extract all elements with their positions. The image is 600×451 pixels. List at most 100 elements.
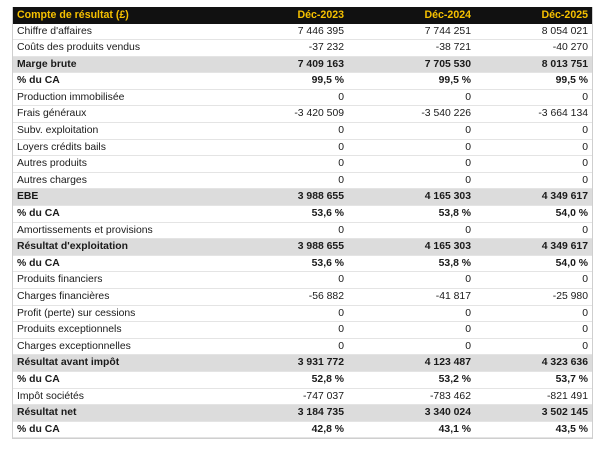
table-row: % du CA 52,8 % 53,2 % 53,7 %	[13, 371, 592, 389]
header-title: Compte de résultat (£)	[17, 9, 129, 21]
table-row: % du CA 42,8 % 43,1 % 43,5 %	[13, 421, 592, 438]
row-label: Profit (perte) sur cessions	[17, 307, 136, 319]
row-value-2025: 0	[582, 125, 588, 137]
income-statement-table: Compte de résultat (£) Déc-2023 Déc-2024…	[13, 7, 592, 438]
table-row: Produits financiers 0 0 0	[13, 272, 592, 289]
row-value-2025: 99,5 %	[555, 75, 588, 87]
row-value-2023: 53,6 %	[311, 208, 344, 220]
row-value-2025: 53,7 %	[555, 373, 588, 385]
table-row: % du CA 53,6 % 53,8 % 54,0 %	[13, 206, 592, 223]
row-value-2023: 42,8 %	[311, 423, 344, 435]
row-label: Production immobilisée	[17, 91, 125, 103]
table-row: Résultat d'exploitation 3 988 655 4 165 30…	[13, 238, 592, 256]
table-row: Coûts des produits vendus -37 232 -38 721 -…	[13, 40, 592, 57]
row-value-2023: 53,6 %	[311, 257, 344, 269]
row-value-2024: 0	[465, 324, 471, 336]
row-value-2023: 52,8 %	[311, 373, 344, 385]
header-year-2024: Déc-2024	[424, 9, 471, 21]
table-row: Frais généraux -3 420 509 -3 540 226 -3 664…	[13, 106, 592, 123]
row-value-2023: -37 232	[308, 42, 344, 54]
header-year-2023: Déc-2023	[297, 9, 344, 21]
row-value-2024: 0	[465, 340, 471, 352]
row-label: Charges financières	[17, 291, 110, 302]
row-value-2023: 0	[338, 174, 344, 186]
row-value-2024: -41 817	[435, 291, 471, 302]
row-value-2024: 53,2 %	[438, 373, 471, 385]
row-label: Amortissements et provisions	[17, 224, 153, 236]
row-label: Frais généraux	[17, 108, 87, 120]
row-value-2024: -783 462	[429, 390, 471, 402]
table-row: Résultat avant impôt 3 931 772 4 123 487 4 …	[13, 354, 592, 372]
row-value-2024: 0	[465, 141, 471, 153]
row-value-2023: 7 409 163	[297, 58, 344, 70]
row-value-2024: 3 340 024	[424, 407, 471, 419]
row-value-2024: 0	[465, 125, 471, 137]
row-value-2023: 3 988 655	[297, 191, 344, 203]
row-value-2025: -25 980	[552, 291, 588, 302]
row-label: Chiffre d'affaires	[17, 25, 92, 37]
row-label: EBE	[17, 191, 39, 203]
table-row: EBE 3 988 655 4 165 303 4 349 617	[13, 188, 592, 206]
row-value-2025: 3 502 145	[541, 407, 588, 419]
row-value-2023: 0	[338, 224, 344, 236]
row-label: % du CA	[17, 208, 60, 220]
row-label: Résultat avant impôt	[17, 357, 120, 369]
table-row: Subv. exploitation 0 0 0	[13, 123, 592, 140]
row-value-2025: 4 349 617	[541, 191, 588, 203]
row-value-2024: 4 123 487	[424, 357, 471, 369]
header-year-2025: Déc-2025	[541, 9, 588, 21]
row-label: % du CA	[17, 75, 60, 87]
row-value-2024: 0	[465, 91, 471, 103]
table-row: Charges financières -56 882 -41 817 -25 980	[13, 289, 592, 306]
row-value-2024: 7 744 251	[424, 25, 471, 37]
row-value-2024: 0	[465, 158, 471, 170]
row-value-2023: 0	[338, 91, 344, 103]
table-row: Amortissements et provisions 0 0 0	[13, 222, 592, 239]
table-body: Chiffre d'affaires 7 446 395 7 744 251 8 05…	[13, 24, 592, 438]
row-value-2025: 0	[582, 158, 588, 170]
table-row: Chiffre d'affaires 7 446 395 7 744 251 8 05…	[13, 24, 592, 40]
row-value-2025: 8 054 021	[541, 25, 588, 37]
row-value-2025: -821 491	[546, 390, 588, 402]
row-value-2023: -56 882	[308, 291, 344, 302]
row-value-2025: 54,0 %	[555, 208, 588, 220]
table-row: Impôt sociétés -747 037 -783 462 -821 491	[13, 388, 592, 405]
row-value-2025: -3 664 134	[538, 108, 588, 120]
row-label: Produits financiers	[17, 274, 103, 286]
row-value-2024: -3 540 226	[421, 108, 471, 120]
row-value-2023: 0	[338, 141, 344, 153]
row-value-2025: 4 349 617	[541, 241, 588, 253]
row-value-2025: 54,0 %	[555, 257, 588, 269]
row-label: % du CA	[17, 373, 60, 385]
row-value-2025: -40 270	[552, 42, 588, 54]
row-value-2025: 0	[582, 141, 588, 153]
row-label: % du CA	[17, 257, 60, 269]
table-row: Autres produits 0 0 0	[13, 156, 592, 173]
row-value-2024: 0	[465, 274, 471, 286]
row-label: % du CA	[17, 423, 60, 435]
table-row: Résultat net 3 184 735 3 340 024 3 502 145	[13, 404, 592, 422]
row-label: Charges exceptionnelles	[17, 340, 131, 352]
row-value-2025: 0	[582, 307, 588, 319]
table-row: Loyers crédits bails 0 0 0	[13, 139, 592, 156]
table-row: % du CA 99,5 % 99,5 % 99,5 %	[13, 73, 592, 90]
row-value-2023: 0	[338, 158, 344, 170]
row-label: Autres charges	[17, 174, 87, 186]
row-value-2024: 53,8 %	[438, 208, 471, 220]
row-value-2025: 43,5 %	[555, 423, 588, 435]
row-value-2025: 4 323 636	[541, 357, 588, 369]
row-value-2024: 0	[465, 174, 471, 186]
income-statement: Compte de résultat (£) Déc-2023 Déc-2024…	[12, 7, 593, 440]
table-row: Charges exceptionnelles 0 0 0	[13, 338, 592, 355]
row-value-2025: 0	[582, 91, 588, 103]
table-row: Produits exceptionnels 0 0 0	[13, 322, 592, 339]
row-value-2023: -747 037	[302, 390, 344, 402]
row-label: Résultat net	[17, 407, 77, 419]
row-value-2023: 3 988 655	[297, 241, 344, 253]
row-value-2024: 0	[465, 307, 471, 319]
row-value-2023: 0	[338, 340, 344, 352]
row-value-2024: 4 165 303	[424, 191, 471, 203]
row-label: Loyers crédits bails	[17, 141, 106, 153]
table-row: Marge brute 7 409 163 7 705 530 8 013 751	[13, 56, 592, 73]
row-value-2024: -38 721	[435, 42, 471, 54]
